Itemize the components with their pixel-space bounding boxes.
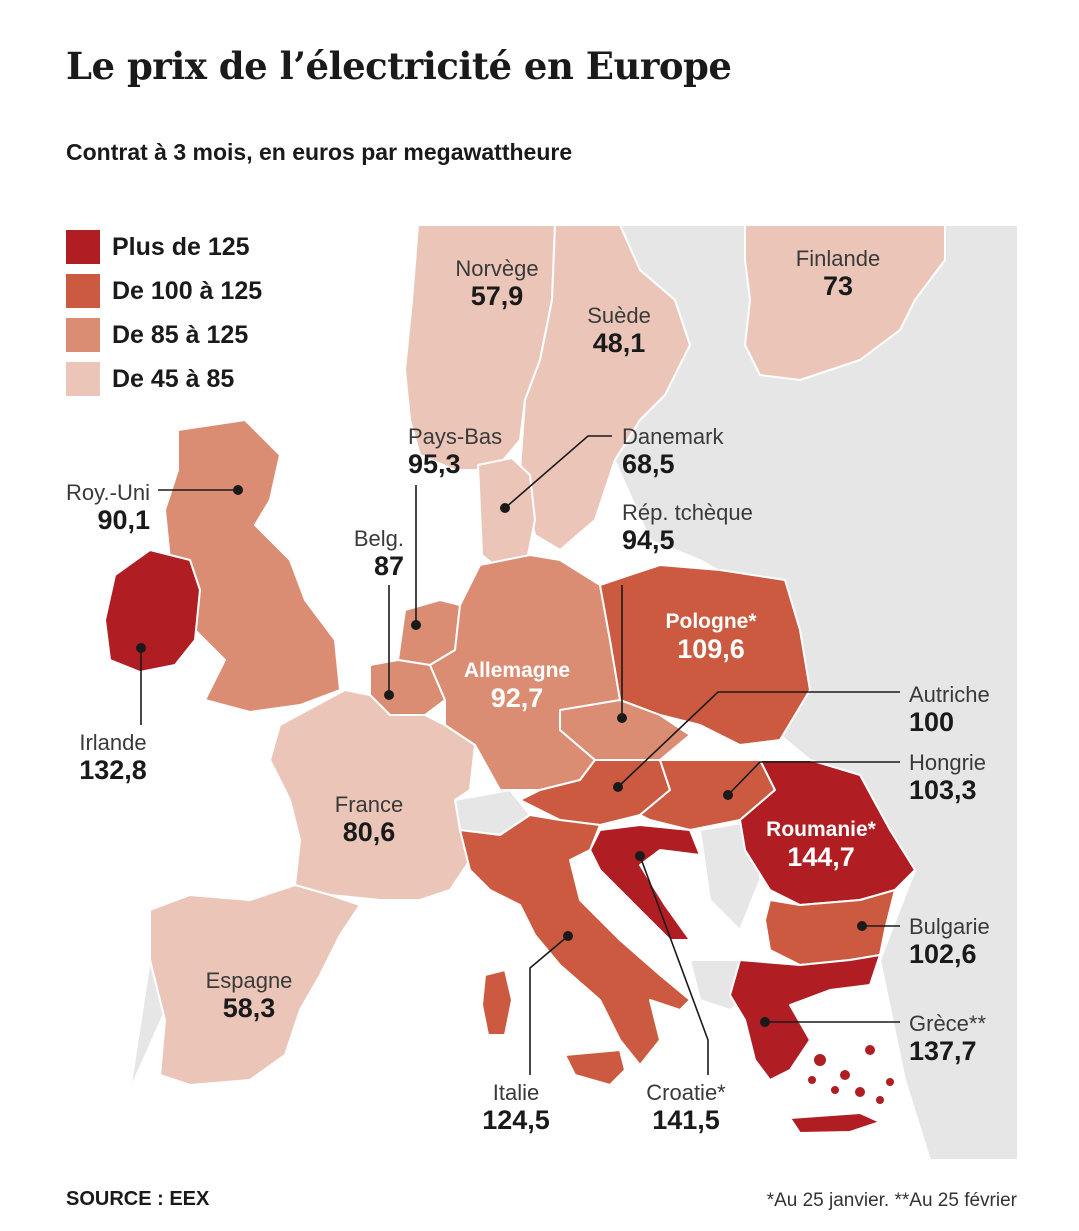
country-croatia — [589, 824, 701, 941]
country-name: Danemark — [622, 424, 724, 449]
country-value: 124,5 — [482, 1105, 550, 1136]
legend-item: De 45 à 85 — [66, 357, 262, 401]
country-name: Autriche — [909, 682, 990, 707]
country-value: 57,9 — [470, 281, 524, 312]
country-value: 68,5 — [622, 449, 675, 480]
country-italy-sicily — [564, 1049, 626, 1086]
legend-item: De 100 à 125 — [66, 269, 262, 313]
country-name: Norvège — [455, 256, 539, 281]
legend-label: De 85 à 125 — [112, 320, 249, 349]
country-value: 100 — [909, 707, 955, 738]
country-name: Espagne — [205, 968, 293, 993]
legend-swatch — [66, 230, 100, 264]
label-greece: Grèce** 137,7 — [909, 1011, 986, 1067]
label-sweden: Suède 48,1 — [587, 303, 651, 359]
country-hungary — [639, 759, 776, 831]
country-value: 92,7 — [490, 683, 544, 714]
label-bulgaria: Bulgarie 102,6 — [909, 914, 990, 970]
label-denmark: Danemark 68,5 — [622, 424, 723, 480]
country-name: Irlande — [79, 730, 147, 755]
country-sweden — [519, 224, 691, 551]
country-name: Italie — [492, 1080, 540, 1105]
country-value: 144,7 — [787, 842, 855, 873]
source-note: SOURCE : EEX — [66, 1188, 210, 1210]
country-name: Pays-Bas — [408, 424, 503, 449]
label-belgium: Belg. 87 — [354, 526, 404, 582]
country-name: Pologne* — [665, 610, 757, 633]
label-italy: Italie 124,5 — [482, 1080, 550, 1136]
leader-lines — [136, 435, 900, 1075]
label-austria: Autriche 100 — [909, 682, 990, 738]
country-italy — [459, 814, 691, 1066]
legend-swatch — [66, 274, 100, 308]
legend-swatch — [66, 362, 100, 396]
legend-swatch — [66, 318, 100, 352]
country-name: Roy.-Uni — [66, 480, 150, 505]
country-name: Finlande — [795, 246, 881, 271]
label-poland: Pologne* 109,6 — [665, 610, 756, 665]
country-value: 109,6 — [677, 634, 745, 665]
country-value: 48,1 — [592, 328, 646, 359]
country-value: 73 — [822, 271, 854, 302]
label-hungary: Hongrie 103,3 — [909, 750, 986, 806]
footnote: *Au 25 janvier. **Au 25 février — [766, 1190, 1017, 1211]
country-value: 94,5 — [622, 525, 675, 556]
country-name: Bulgarie — [909, 914, 990, 939]
country-value: 137,7 — [909, 1036, 977, 1067]
country-value: 87 — [373, 551, 404, 582]
label-finland: Finlande 73 — [796, 246, 880, 302]
map-title: Le prix de l’électricité en Europe — [66, 44, 732, 88]
label-germany: Allemagne 92,7 — [464, 659, 570, 714]
country-name: Belg. — [353, 526, 404, 551]
country-spain — [149, 884, 361, 1086]
countries — [104, 224, 946, 1134]
country-name: Roumanie* — [766, 818, 876, 841]
country-value: 141,5 — [652, 1105, 720, 1136]
country-name: France — [334, 792, 404, 817]
country-name: Croatie* — [646, 1080, 726, 1105]
label-spain: Espagne 58,3 — [206, 968, 293, 1024]
country-greece-islands — [808, 1045, 894, 1104]
label-netherlands: Pays-Bas 95,3 — [408, 424, 502, 480]
country-finland — [744, 224, 946, 381]
label-uk: Roy.-Uni 90,1 — [66, 480, 150, 536]
country-italy-sardinia — [481, 969, 513, 1036]
label-croatia: Croatie* 141,5 — [646, 1080, 725, 1136]
country-value: 95,3 — [408, 449, 461, 480]
map-subtitle: Contrat à 3 mois, en euros par megawatth… — [66, 139, 573, 165]
country-name: Suède — [587, 303, 651, 328]
legend-label: De 45 à 85 — [112, 364, 235, 393]
legend-label: De 100 à 125 — [112, 276, 263, 305]
legend: Plus de 125 De 100 à 125 De 85 à 125 De … — [66, 225, 262, 401]
legend-item: Plus de 125 — [66, 225, 262, 269]
country-value: 132,8 — [79, 755, 147, 786]
label-norway: Norvège 57,9 — [455, 256, 538, 312]
country-value: 80,6 — [342, 817, 396, 848]
country-name: Rép. tchèque — [622, 500, 753, 525]
country-name: Hongrie — [909, 750, 987, 775]
legend-item: De 85 à 125 — [66, 313, 262, 357]
country-name: Allemagne — [463, 659, 571, 682]
country-greece-crete — [789, 1112, 881, 1134]
legend-label: Plus de 125 — [112, 232, 250, 261]
country-value: 58,3 — [222, 993, 276, 1024]
label-france: France 80,6 — [335, 792, 403, 848]
label-czech: Rép. tchèque 94,5 — [622, 500, 753, 556]
country-ireland — [104, 549, 201, 673]
country-greece — [729, 954, 881, 1081]
country-value: 102,6 — [909, 939, 977, 970]
country-name: Grèce** — [909, 1011, 987, 1036]
label-romania: Roumanie* 144,7 — [766, 818, 876, 873]
country-value: 90,1 — [97, 505, 150, 536]
country-value: 103,3 — [909, 775, 977, 806]
label-ireland: Irlande 132,8 — [79, 730, 147, 786]
